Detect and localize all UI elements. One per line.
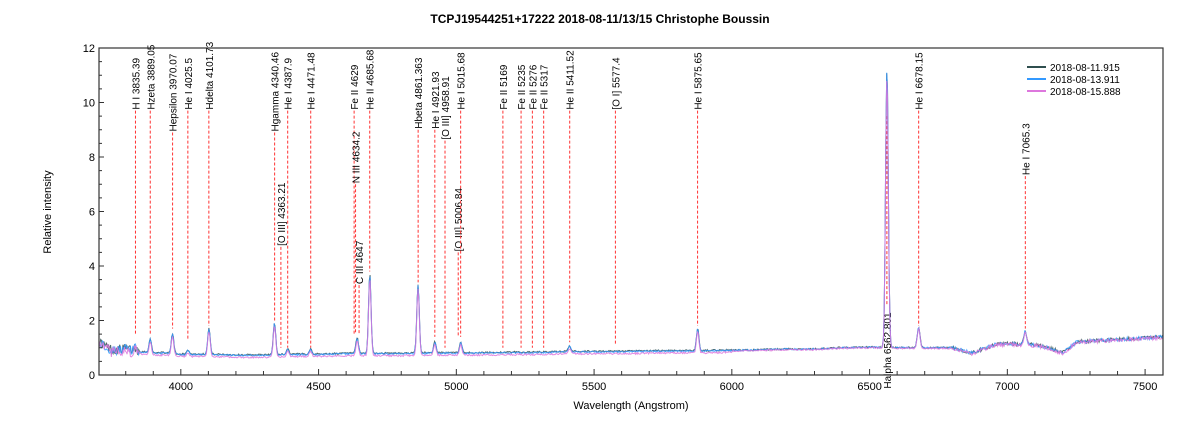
annotation-label: He I 5875.65	[694, 52, 705, 110]
annotation-label: Fe II 5317	[540, 64, 551, 109]
x-tick-label: 5500	[582, 381, 606, 393]
annotation-label: [O III] 4363.21	[277, 182, 288, 246]
annotation-label: [O III] 4958.91	[441, 76, 452, 140]
y-tick-label: 2	[89, 316, 95, 328]
x-tick-label: 6000	[720, 381, 744, 393]
axes: 0 2 4 6 8 10 12 4000 4500 5000 5500 6000 6500 7000 750…	[83, 43, 1164, 393]
y-tick-label: 4	[89, 261, 95, 273]
line-identifications: H I 3835.39 Hzeta 3889.05 Hepsilon 3970.07…	[131, 41, 1032, 388]
annotation-label: Fe II 5169	[499, 64, 510, 109]
annotation-label: He I 4921.93	[431, 71, 442, 129]
x-tick-label: 6500	[857, 381, 881, 393]
annotation-label: Hzeta 3889.05	[146, 44, 157, 109]
legend-entry: 2018-08-15.888	[1050, 87, 1121, 98]
x-tick-label: 4000	[169, 381, 193, 393]
annotation-label: Fe II 4629	[350, 64, 361, 109]
annotation-label: He I 4025.5	[184, 58, 195, 110]
annotation-label: He II 5411.52	[566, 50, 577, 110]
legend-entry: 2018-08-11.915	[1050, 63, 1120, 74]
annotation-label: N III 4634.2	[352, 131, 363, 183]
y-tick-label: 10	[83, 98, 95, 110]
annotation-label: He I 5015.68	[457, 52, 468, 110]
annotation-label: He I 6678.15	[915, 52, 926, 110]
legend-entry: 2018-08-13.911	[1050, 75, 1120, 86]
legend: 2018-08-11.9152018-08-13.9112018-08-15.8…	[1027, 63, 1121, 98]
annotation-label: He II 4685.68	[366, 49, 377, 109]
series-line-2018-08-13.911	[98, 72, 1164, 357]
series-line-2018-08-11.915	[98, 73, 1164, 357]
annotation-label: Hepsilon 3970.07	[169, 53, 180, 131]
chart-title: TCPJ19544251+17222 2018-08-11/13/15 Chri…	[430, 12, 770, 26]
y-tick-label: 6	[89, 207, 95, 219]
annotation-label: Fe II 5235	[517, 64, 528, 109]
annotation-label: Fe II 5276	[528, 64, 539, 109]
y-tick-label: 0	[89, 370, 95, 382]
y-tick-label: 12	[83, 43, 95, 55]
annotation-label: He I 7065.3	[1021, 123, 1032, 175]
x-tick-label: 7500	[1133, 381, 1157, 393]
series-line-2018-08-15.888	[98, 80, 1164, 359]
annotation-label: [O I] 5577.4	[611, 57, 622, 110]
annotation-label: H I 3835.39	[131, 58, 142, 110]
x-tick-label: 5000	[444, 381, 468, 393]
annotation-label: Halpha 6562.801	[883, 312, 894, 389]
annotation-label: C III 4647	[355, 240, 366, 284]
plot-frame	[98, 47, 1164, 376]
annotation-label: Hdelta 4101.73	[205, 41, 216, 109]
x-tick-label: 4500	[306, 381, 330, 393]
annotation-label: He I 4471.48	[307, 52, 318, 110]
x-tick-label: 7000	[995, 381, 1019, 393]
y-tick-label: 8	[89, 152, 95, 164]
annotation-label: He I 4387.9	[284, 58, 295, 110]
annotation-label: [O III] 5006.84	[454, 188, 465, 252]
annotation-label: Hbeta 4861.363	[414, 57, 425, 129]
spectrum-series	[98, 72, 1164, 359]
x-axis-label: Wavelength (Angstrom)	[573, 400, 689, 412]
annotation-label: Hgamma 4340.46	[271, 52, 282, 132]
